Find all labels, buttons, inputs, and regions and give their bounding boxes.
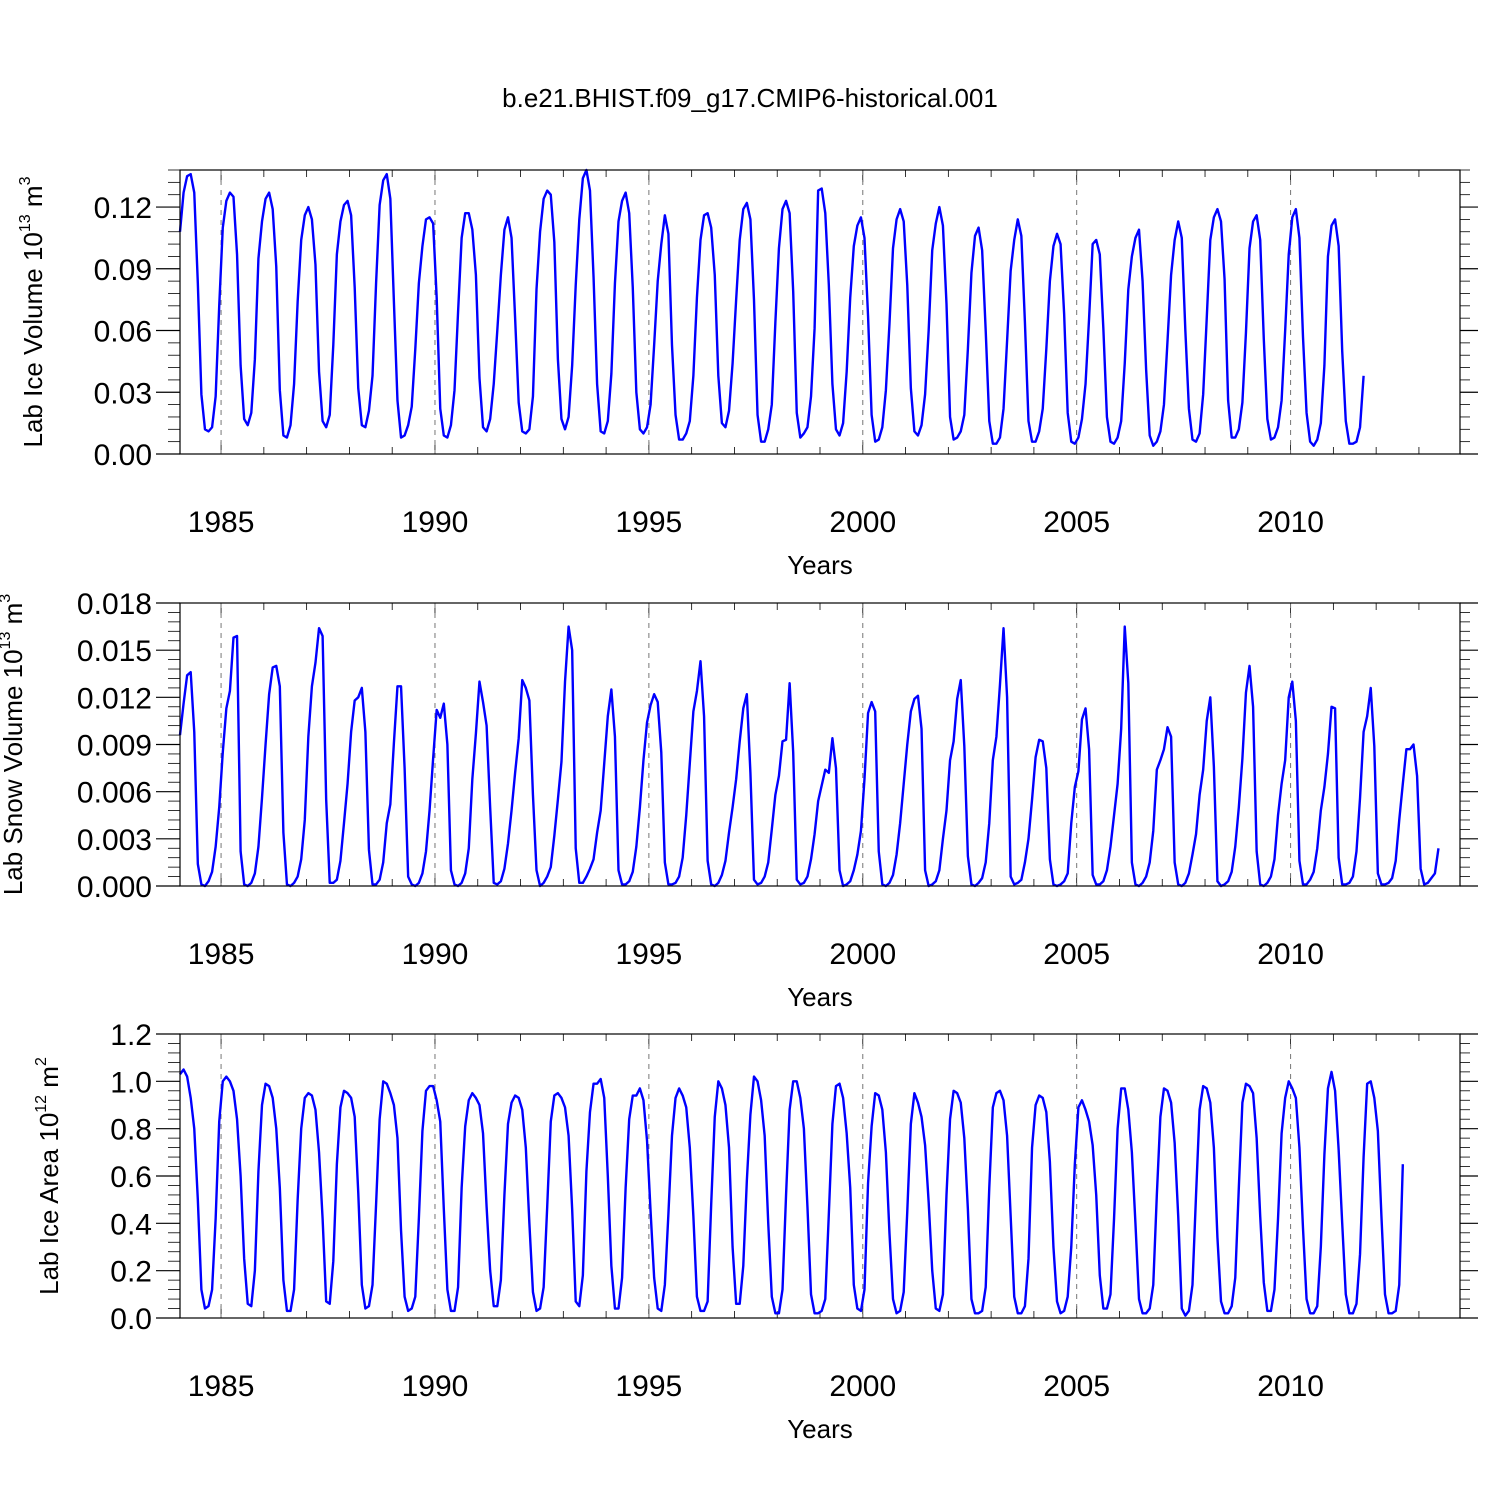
x-tick-label: 2005 (1043, 506, 1110, 539)
y-tick-label: 0.000 (77, 871, 152, 904)
x-axis-label: Years (787, 1414, 853, 1444)
ylabel-unit-exponent: 3 (17, 176, 34, 185)
y-tick-label: 1.2 (110, 1019, 152, 1052)
x-tick-label: 2000 (829, 938, 896, 971)
x-tick-label: 1995 (616, 506, 683, 539)
y-axis-label: Lab Ice Volume 1013 m3 (17, 176, 48, 447)
y-tick-label: 0.0 (110, 1303, 152, 1336)
y-axis-ticks: 0.000 0.003 0.006 0.009 0.012 0.015 0.018 (77, 588, 1478, 904)
plot-frame (179, 169, 1461, 455)
x-tick-label: 1985 (188, 1370, 255, 1403)
panel-ice-area: 0.00.20.40.60.81.01.2 1985 1990 1995 2000 20… (33, 1019, 1478, 1444)
plot-frame (179, 602, 1461, 887)
x-tick-label: 2010 (1257, 938, 1324, 971)
x-tick-label: 2000 (829, 506, 896, 539)
y-tick-label: 0.06 (94, 316, 152, 349)
series-line-snow-volume (178, 625, 1440, 888)
ylabel-text: Lab Snow Volume 10 (0, 649, 28, 895)
y-tick-label: 0.006 (77, 777, 152, 810)
y-tick-label: 0.018 (77, 588, 152, 621)
y-axis-label: Lab Ice Area 1012 m2 (33, 1057, 64, 1295)
minor-ticks (220, 170, 1420, 454)
x-tick-label: 1990 (402, 938, 469, 971)
x-tick-label: 2005 (1043, 938, 1110, 971)
x-tick-label: 2005 (1043, 1370, 1110, 1403)
series-line-ice-volume (178, 168, 1365, 447)
ylabel-text: Lab Ice Volume 10 (18, 232, 48, 447)
minor-ticks (220, 603, 1420, 886)
ylabel-unit-exponent: 3 (0, 594, 14, 603)
y-tick-label: 0.015 (77, 635, 152, 668)
x-tick-label: 1995 (616, 1370, 683, 1403)
y-axis-ticks: 0.0 0.2 0.4 0.6 0.8 1.0 1.2 (110, 1019, 1478, 1336)
ylabel-text: Lab Ice Area 10 (34, 1113, 64, 1295)
y-tick-label: 0.6 (110, 1161, 152, 1194)
panel-ice-volume: 0.00 0.03 0.06 0.09 0.12 1985 1990 1995 2000 200… (17, 168, 1478, 580)
x-tick-label: 1985 (188, 506, 255, 539)
y-tick-label: 0.4 (110, 1208, 152, 1241)
x-axis-ticks: 1985 1990 1995 2000 2005 2010 (188, 1370, 1324, 1403)
x-axis-label: Years (787, 982, 853, 1012)
x-tick-label: 1985 (188, 938, 255, 971)
ylabel-exponent: 13 (0, 632, 14, 650)
figure-title: b.e21.BHIST.f09_g17.CMIP6-historical.001 (502, 83, 998, 113)
y-tick-label: 0.2 (110, 1256, 152, 1289)
x-axis-label: Years (787, 550, 853, 580)
x-axis-ticks: 1985 1990 1995 2000 2005 2010 (188, 506, 1324, 539)
x-tick-label: 1990 (402, 506, 469, 539)
y-tick-label: 0.03 (94, 377, 152, 410)
ylabel-exponent: 13 (17, 214, 34, 232)
ylabel-unit: m (18, 185, 48, 214)
x-tick-label: 2010 (1257, 506, 1324, 539)
y-tick-label: 0.09 (94, 254, 152, 287)
x-tick-label: 1995 (616, 938, 683, 971)
year-reference-lines (220, 1034, 1292, 1318)
y-axis-ticks: 0.00 0.03 0.06 0.09 0.12 (94, 169, 1478, 472)
y-tick-label: 0.8 (110, 1114, 152, 1147)
ylabel-unit: m (0, 603, 28, 632)
year-reference-lines (220, 170, 1292, 454)
y-tick-label: 0.12 (94, 192, 152, 225)
ylabel-unit-exponent: 2 (33, 1057, 50, 1066)
y-axis-label: Lab Snow Volume 1013 m3 (0, 594, 28, 895)
y-tick-label: 0.00 (94, 439, 152, 472)
y-tick-label: 0.012 (77, 682, 152, 715)
ylabel-unit: m (34, 1066, 64, 1095)
panel-snow-volume: 0.000 0.003 0.006 0.009 0.012 0.015 0.018 1985… (0, 588, 1478, 1012)
x-tick-label: 1990 (402, 1370, 469, 1403)
y-tick-label: 0.009 (77, 730, 152, 763)
y-tick-label: 1.0 (110, 1066, 152, 1099)
x-tick-label: 2010 (1257, 1370, 1324, 1403)
y-tick-label: 0.003 (77, 824, 152, 857)
x-axis-ticks: 1985 1990 1995 2000 2005 2010 (188, 938, 1324, 971)
series-line-ice-area (179, 1068, 1405, 1317)
ylabel-exponent: 12 (33, 1095, 50, 1113)
x-tick-label: 2000 (829, 1370, 896, 1403)
